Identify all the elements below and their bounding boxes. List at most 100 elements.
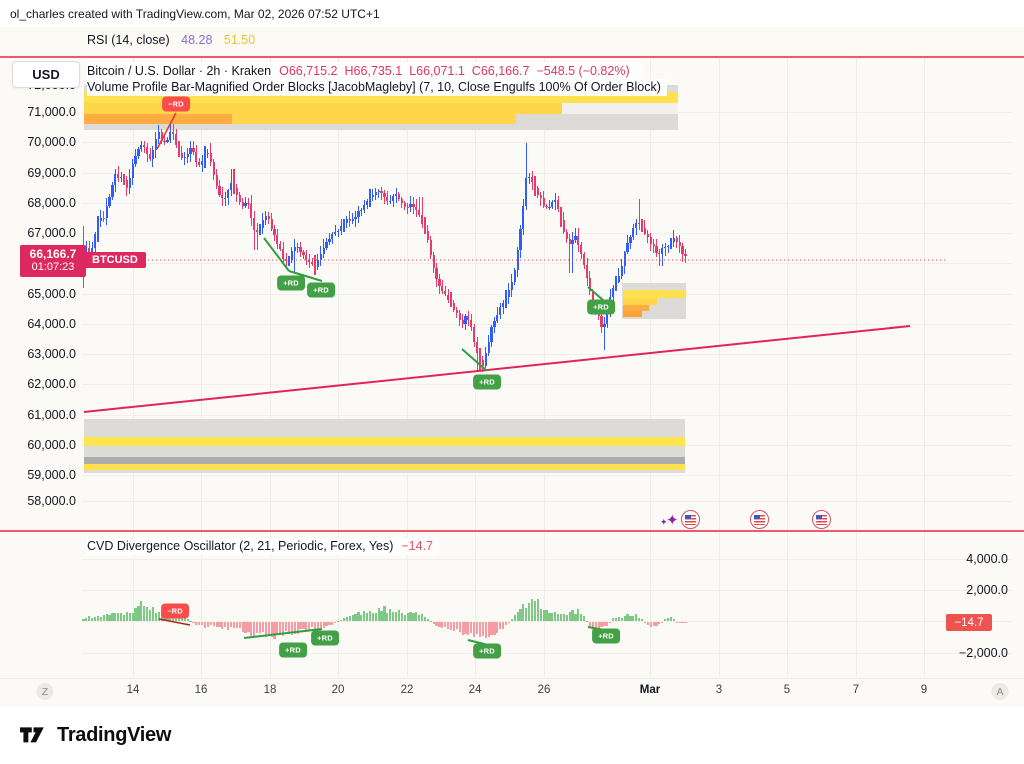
candle-body bbox=[626, 242, 629, 253]
us-flag-event-icon[interactable] bbox=[812, 510, 831, 529]
price-axis-label: 69,000.0 bbox=[27, 166, 76, 180]
candle-wick bbox=[450, 292, 452, 307]
candle-body bbox=[571, 240, 574, 245]
candle-body bbox=[455, 309, 458, 313]
rsi-legend[interactable]: RSI (14, close) 48.28 51.50 bbox=[87, 33, 263, 47]
candle-body bbox=[565, 231, 568, 239]
candle-body bbox=[221, 195, 224, 199]
cvd-bar bbox=[629, 616, 632, 622]
candle-body bbox=[681, 246, 684, 254]
cvd-bar bbox=[203, 621, 207, 628]
time-axis-label: 20 bbox=[331, 684, 345, 696]
candle-body bbox=[131, 163, 134, 178]
candle-body bbox=[122, 176, 126, 180]
candle-wick bbox=[360, 207, 362, 217]
cvd-title: CVD Divergence Oscillator (2, 21, Period… bbox=[87, 539, 394, 553]
candle-body bbox=[420, 214, 424, 224]
candle-wick bbox=[302, 250, 304, 260]
candle-body bbox=[646, 233, 649, 238]
candle-wick bbox=[525, 143, 527, 211]
candle-body bbox=[435, 267, 438, 280]
indicator-title: Volume Profile Bar-Magnified Order Block… bbox=[87, 80, 661, 94]
cvd-bar bbox=[85, 617, 88, 622]
candle-body bbox=[635, 222, 638, 229]
sparkle-event-icon[interactable]: ✦ ✦ bbox=[660, 512, 679, 529]
candle-body bbox=[412, 203, 415, 207]
cvd-bar bbox=[325, 621, 328, 627]
candle-body bbox=[339, 226, 343, 231]
cvd-bar bbox=[623, 615, 626, 622]
currency-button[interactable]: USD bbox=[12, 61, 80, 88]
cvd-bar bbox=[499, 621, 502, 629]
time-axis-bubble: A bbox=[991, 683, 1009, 700]
cvd-bar bbox=[224, 621, 227, 627]
candle-wick bbox=[245, 196, 247, 208]
cvd-bar bbox=[351, 614, 354, 622]
candle-body bbox=[658, 253, 661, 255]
candle-body bbox=[311, 261, 314, 264]
time-axis[interactable] bbox=[0, 678, 1024, 707]
cvd-bar bbox=[400, 612, 403, 622]
cvd-bar bbox=[516, 612, 519, 622]
us-flag-event-icon[interactable] bbox=[750, 510, 769, 529]
candle-body bbox=[125, 179, 128, 188]
divergence-tag-red: −RD bbox=[162, 96, 190, 112]
cvd-bar bbox=[227, 621, 230, 631]
cvd-bar bbox=[643, 621, 647, 624]
cvd-bar bbox=[371, 613, 374, 622]
candle-body bbox=[238, 195, 241, 203]
cvd-bar bbox=[111, 613, 114, 622]
cvd-bar bbox=[684, 621, 687, 623]
candle-body bbox=[386, 196, 389, 202]
cvd-bar bbox=[415, 612, 418, 622]
cvd-bar bbox=[337, 620, 340, 622]
cvd-bar bbox=[658, 621, 661, 624]
cvd-bar bbox=[464, 621, 467, 635]
main-symbol-legend[interactable]: Bitcoin / U.S. Dollar · 2h · Kraken O66,7… bbox=[87, 63, 643, 80]
cvd-bar bbox=[664, 618, 667, 622]
cvd-bar bbox=[649, 621, 652, 628]
cvd-bar bbox=[232, 621, 236, 629]
cvd-bar bbox=[626, 614, 629, 622]
cvd-bar bbox=[96, 616, 100, 622]
candle-body bbox=[206, 153, 210, 155]
candle-wick bbox=[378, 188, 380, 199]
candle-body bbox=[617, 276, 620, 282]
cvd-bar bbox=[617, 617, 620, 622]
cvd-bar bbox=[632, 616, 635, 622]
candle-body bbox=[305, 254, 308, 261]
indicator-legend[interactable]: Volume Profile Bar-Magnified Order Block… bbox=[87, 79, 667, 96]
time-axis-bubble: Z bbox=[36, 683, 54, 700]
candle-body bbox=[638, 222, 641, 224]
tradingview-logo[interactable]: TradingView bbox=[20, 724, 171, 747]
pane-separator-top bbox=[0, 56, 1024, 58]
candle-body bbox=[256, 230, 259, 232]
us-flag bbox=[816, 514, 827, 525]
cvd-bar bbox=[244, 621, 247, 634]
cvd-bar bbox=[620, 617, 623, 622]
candle-body bbox=[224, 197, 227, 199]
candle-body bbox=[441, 286, 444, 292]
candle-body bbox=[258, 227, 262, 232]
candle-body bbox=[261, 219, 264, 228]
cvd-bar bbox=[354, 614, 357, 622]
grid-line bbox=[82, 233, 1012, 234]
candle-body bbox=[154, 138, 157, 150]
candle-body bbox=[614, 281, 618, 288]
candle-body bbox=[525, 177, 528, 206]
cvd-legend[interactable]: CVD Divergence Oscillator (2, 21, Period… bbox=[87, 538, 440, 555]
cvd-bar bbox=[470, 621, 473, 633]
time-axis-label: 14 bbox=[126, 684, 140, 696]
cvd-bar bbox=[134, 607, 137, 622]
candle-wick bbox=[444, 285, 446, 297]
brand-text: TradingView bbox=[57, 724, 172, 746]
candle-wick bbox=[383, 190, 386, 205]
cvd-bar bbox=[308, 621, 311, 632]
last-price-tag: 66,166.7 01:07:23 bbox=[20, 245, 86, 277]
us-flag-event-icon[interactable] bbox=[681, 510, 700, 529]
cvd-value: −14.7 bbox=[401, 539, 434, 553]
candle-body bbox=[458, 312, 461, 320]
candle-wick bbox=[644, 220, 646, 236]
